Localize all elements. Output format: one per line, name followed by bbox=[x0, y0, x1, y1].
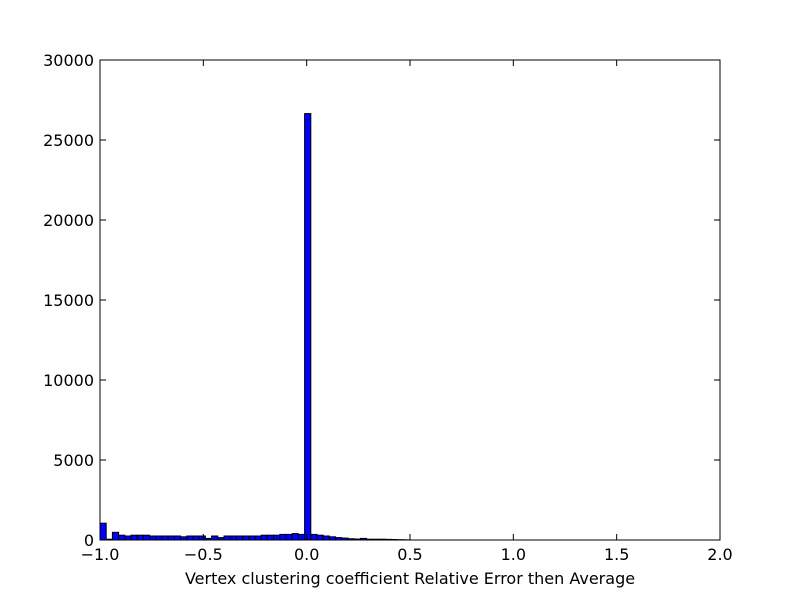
x-tick-label: 2.0 bbox=[707, 545, 732, 564]
y-tick-label: 10000 bbox=[43, 371, 94, 390]
histogram-bar bbox=[149, 535, 157, 541]
x-tick-label: 1.5 bbox=[604, 545, 629, 564]
histogram-bar bbox=[186, 535, 194, 541]
histogram-bar bbox=[198, 535, 206, 541]
histogram-bar bbox=[273, 534, 281, 541]
histogram-bar bbox=[285, 533, 293, 541]
histogram-bar bbox=[248, 535, 256, 541]
histogram-bar bbox=[223, 535, 231, 541]
plot-frame bbox=[99, 59, 721, 541]
histogram-bar bbox=[118, 534, 126, 541]
histogram-bar bbox=[136, 534, 144, 541]
x-tick-label: −0.5 bbox=[184, 545, 223, 564]
x-tick-label: 1.0 bbox=[501, 545, 526, 564]
histogram-bars bbox=[99, 113, 411, 541]
x-tick-label: 0.5 bbox=[397, 545, 422, 564]
histogram-bar bbox=[99, 522, 107, 541]
y-tick-label: 30000 bbox=[43, 51, 94, 70]
histogram-bar bbox=[130, 534, 138, 541]
y-tick-label: 20000 bbox=[43, 211, 94, 230]
y-tick-label: 5000 bbox=[53, 451, 94, 470]
histogram-bar bbox=[254, 535, 262, 541]
y-tick-label: 25000 bbox=[43, 131, 94, 150]
histogram-bar bbox=[266, 534, 275, 541]
histogram-bar bbox=[310, 533, 318, 541]
x-axis-label: Vertex clustering coefficient Relative E… bbox=[185, 569, 635, 588]
x-axis-ticks: −1.0 −0.5 0.0 0.5 1.0 1.5 2.0 bbox=[81, 60, 733, 564]
histogram-bar bbox=[229, 535, 237, 541]
histogram-bar bbox=[167, 535, 175, 541]
histogram-bar bbox=[291, 533, 299, 541]
histogram-bar bbox=[111, 531, 120, 541]
x-tick-label: 0.0 bbox=[294, 545, 319, 564]
histogram-bar bbox=[211, 535, 219, 541]
histogram-bar bbox=[304, 113, 312, 541]
histogram-bar bbox=[192, 535, 200, 541]
histogram-bar bbox=[242, 535, 250, 541]
histogram-bar bbox=[161, 535, 169, 541]
histogram-bar bbox=[124, 535, 132, 541]
y-tick-label: 15000 bbox=[43, 291, 94, 310]
histogram-bar bbox=[297, 533, 306, 541]
y-tick-label: 0 bbox=[84, 531, 94, 550]
y-axis-ticks: 0 5000 10000 15000 20000 25000 30000 bbox=[43, 51, 720, 550]
histogram-bar bbox=[142, 534, 151, 541]
histogram-bar bbox=[279, 533, 287, 541]
x-tick-label: −1.0 bbox=[81, 545, 120, 564]
histogram-bar bbox=[260, 534, 268, 541]
histogram-bar bbox=[316, 534, 324, 541]
histogram-bar bbox=[173, 535, 182, 541]
histogram-bar bbox=[322, 535, 330, 541]
histogram-bar bbox=[235, 535, 244, 541]
histogram-bar bbox=[155, 535, 163, 541]
